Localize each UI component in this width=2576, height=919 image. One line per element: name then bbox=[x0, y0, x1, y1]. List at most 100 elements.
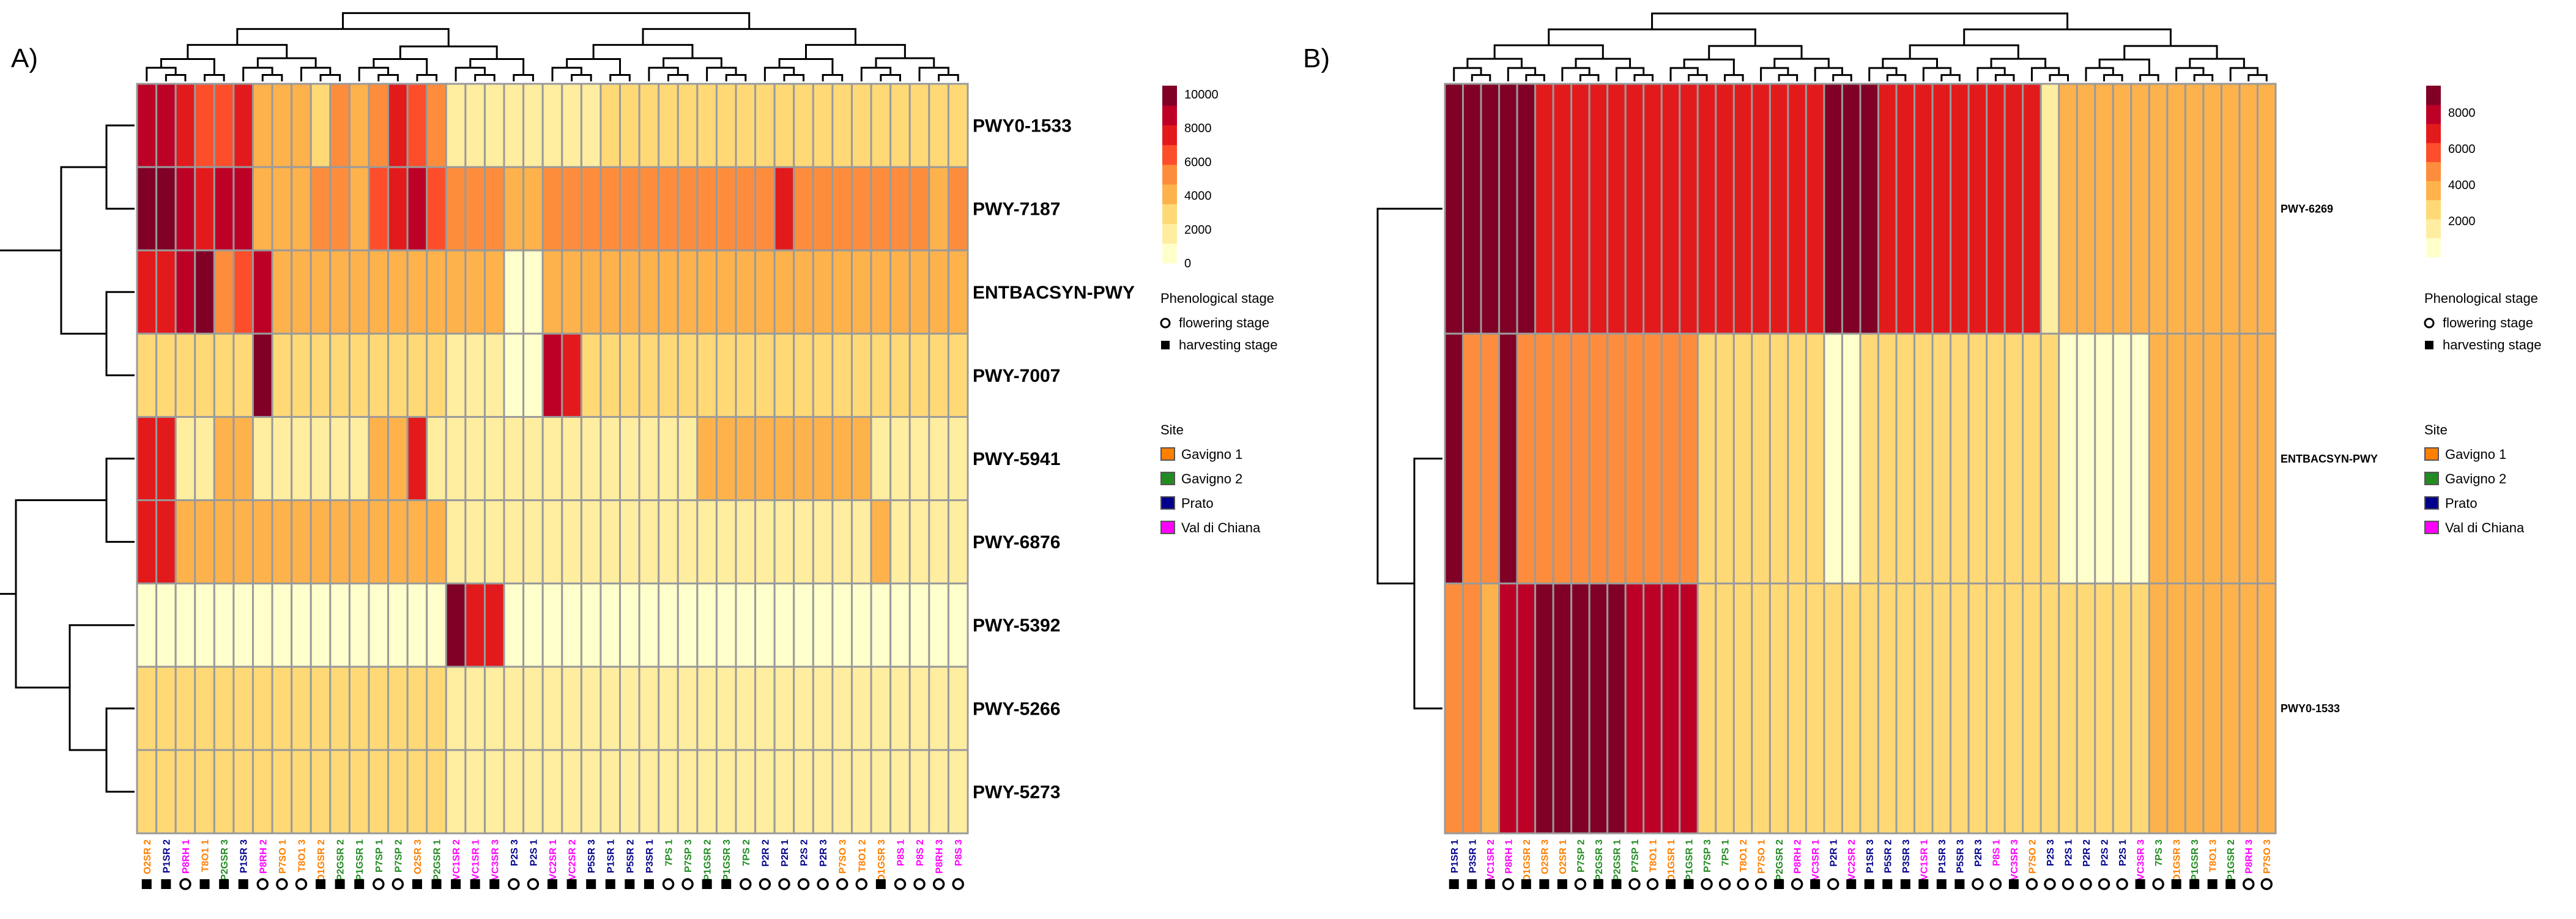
harvesting-stage-marker bbox=[489, 879, 500, 889]
dendrogram-branch bbox=[261, 73, 283, 81]
legend-site-label: Gavigno 1 bbox=[2445, 447, 2506, 462]
heatmap-cell bbox=[464, 166, 486, 251]
harvesting-stage-marker bbox=[2171, 879, 2181, 889]
dendrogram-branch bbox=[300, 67, 332, 81]
heatmap-cell bbox=[773, 749, 795, 835]
heatmap-cell bbox=[1660, 332, 1681, 585]
column-label: P1SR 2 bbox=[161, 839, 172, 873]
heatmap-cell bbox=[426, 332, 447, 418]
heatmap-cell bbox=[1895, 332, 1916, 585]
heatmap-cell bbox=[464, 582, 486, 668]
heatmap-cell bbox=[174, 83, 196, 168]
heatmap-cell bbox=[851, 83, 872, 168]
dendrogram-branch bbox=[160, 58, 215, 75]
column-label: VC2SR 1 bbox=[548, 839, 559, 880]
dendrogram-branch bbox=[1773, 58, 1830, 69]
dendrogram-branch bbox=[1493, 44, 1604, 59]
heatmap-cell bbox=[2220, 582, 2241, 835]
heatmap-cell bbox=[522, 83, 544, 168]
heatmap-cell bbox=[580, 499, 602, 585]
dendrogram-branch bbox=[875, 57, 935, 68]
heatmap-cell bbox=[658, 166, 679, 251]
flowering-stage-marker bbox=[797, 878, 810, 890]
heatmap-cell bbox=[406, 749, 428, 835]
dendrogram-branch bbox=[706, 67, 737, 81]
heatmap-cell bbox=[793, 166, 814, 251]
heatmap-cell bbox=[213, 749, 235, 835]
harvesting-stage-marker bbox=[566, 879, 577, 889]
heatmap-cell bbox=[174, 749, 196, 835]
column-label: O2SR 3 bbox=[413, 839, 423, 874]
flowering-stage-marker bbox=[508, 878, 520, 890]
heatmap-cell bbox=[715, 249, 737, 335]
column-label: P8RH 3 bbox=[2244, 839, 2255, 874]
column-label: T8O1 2 bbox=[857, 839, 867, 872]
dendrogram-branch bbox=[469, 58, 525, 75]
column-label: P7SP 2 bbox=[1576, 839, 1586, 872]
heatmap-cell bbox=[194, 83, 215, 168]
heatmap-cell bbox=[2202, 332, 2222, 585]
heatmap-cell bbox=[329, 166, 351, 251]
heatmap-cell bbox=[638, 166, 660, 251]
heatmap-cell bbox=[2040, 582, 2060, 835]
column-label: P1GSR 3 bbox=[722, 839, 732, 881]
column-label: P2S 2 bbox=[2100, 839, 2110, 866]
heatmap-cell bbox=[291, 749, 312, 835]
heatmap-cell bbox=[1624, 83, 1645, 335]
dendrogram-branch bbox=[860, 67, 892, 81]
heatmap-cell bbox=[1787, 83, 1807, 335]
dendrogram-branch bbox=[725, 73, 747, 81]
row-label: PWY-7187 bbox=[973, 199, 1060, 220]
heatmap-cell bbox=[908, 582, 930, 668]
heatmap-cell bbox=[1823, 582, 1843, 835]
heatmap-cell bbox=[329, 666, 351, 751]
column-label: O1GSR 3 bbox=[2172, 839, 2183, 882]
heatmap-cell bbox=[155, 83, 177, 168]
column-label: P1GSR 1 bbox=[355, 839, 365, 881]
heatmap-cell bbox=[1787, 332, 1807, 585]
heatmap-cell bbox=[908, 332, 930, 418]
heatmap-cell bbox=[1462, 83, 1482, 335]
heatmap-cell bbox=[310, 415, 332, 502]
heatmap-cell bbox=[889, 499, 911, 585]
flowering-stage-marker bbox=[952, 878, 964, 890]
dendrogram-branch bbox=[358, 67, 390, 81]
heatmap-cell bbox=[213, 166, 235, 251]
heatmap-cell bbox=[715, 83, 737, 168]
heatmap-cell bbox=[426, 499, 447, 585]
column-label: P2R 1 bbox=[1829, 839, 1839, 867]
heatmap-cell bbox=[387, 83, 409, 168]
column-label: VC1SR 2 bbox=[1486, 839, 1496, 880]
heatmap-cell bbox=[947, 332, 969, 418]
heatmap-cell bbox=[1715, 582, 1735, 835]
dendrogram-branch bbox=[165, 73, 187, 81]
heatmap-cell bbox=[155, 749, 177, 835]
heatmap-cell bbox=[445, 249, 467, 335]
heatmap-cell bbox=[870, 166, 892, 251]
harvesting-stage-marker bbox=[1864, 879, 1874, 889]
harvesting-stage-marker bbox=[470, 879, 480, 889]
heatmap-cell bbox=[831, 749, 853, 835]
heatmap-cells bbox=[136, 83, 969, 835]
dendrogram-branch bbox=[1909, 44, 2019, 59]
harvesting-stage-marker bbox=[1557, 879, 1567, 889]
heatmap-cell bbox=[2220, 83, 2241, 335]
flowering-stage-marker bbox=[913, 878, 926, 890]
column-label: P7SP 1 bbox=[1630, 839, 1641, 872]
heatmap-cell bbox=[619, 666, 640, 751]
column-label: T8O1 3 bbox=[2208, 839, 2219, 872]
heatmap-cell bbox=[638, 499, 660, 585]
heatmap-cell bbox=[1787, 582, 1807, 835]
heatmap-cell bbox=[174, 415, 196, 502]
column-label: VC2SR 2 bbox=[1847, 839, 1857, 880]
heatmap-cell bbox=[599, 499, 622, 585]
heatmap-cell bbox=[928, 666, 949, 751]
color-scale-swatch bbox=[1162, 105, 1177, 125]
heatmap-cell bbox=[522, 249, 544, 335]
heatmap-cell bbox=[136, 166, 158, 251]
column-label: O1GSR 3 bbox=[877, 839, 887, 882]
column-label: P2GSR 2 bbox=[336, 839, 346, 881]
row-label: ENTBACSYN-PWY bbox=[973, 283, 1135, 303]
heatmap-cell bbox=[2184, 332, 2205, 585]
harvesting-stage-marker bbox=[1918, 879, 1929, 889]
